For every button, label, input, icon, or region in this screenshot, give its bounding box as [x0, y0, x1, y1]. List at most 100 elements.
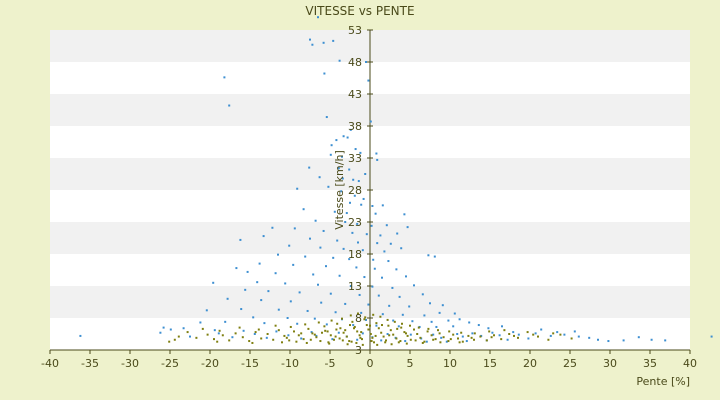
data-point [349, 314, 352, 317]
data-point [381, 204, 384, 207]
data-point [349, 324, 351, 327]
data-point [309, 38, 311, 41]
data-point [425, 340, 428, 343]
data-point [364, 173, 367, 175]
data-point [400, 247, 403, 250]
data-point [379, 315, 382, 318]
data-point [417, 326, 420, 329]
data-point [313, 333, 316, 336]
data-point [365, 61, 367, 63]
data-point [597, 338, 599, 341]
x-tick-label: 15 [483, 357, 497, 370]
data-point [537, 335, 539, 338]
data-point [491, 331, 494, 334]
series-1 [79, 16, 713, 343]
data-point [460, 331, 463, 334]
data-point [456, 333, 459, 335]
data-point [277, 308, 280, 311]
data-point [438, 332, 441, 335]
data-point [358, 293, 361, 296]
series-layer [79, 16, 713, 346]
x-tick-label: -10 [281, 357, 299, 370]
data-point [351, 320, 354, 323]
data-point [293, 330, 295, 333]
data-point [318, 176, 321, 179]
data-point [467, 334, 470, 337]
data-point [238, 326, 241, 329]
data-point [302, 208, 305, 211]
data-point [403, 213, 406, 216]
data-point [329, 153, 332, 156]
data-point [182, 327, 185, 330]
data-point [387, 324, 390, 327]
data-point [323, 325, 326, 328]
data-point [337, 167, 340, 170]
data-point [348, 258, 351, 261]
data-point [458, 318, 461, 321]
x-tick-label: -20 [201, 357, 219, 370]
data-point [324, 329, 327, 332]
data-point [430, 320, 433, 323]
data-point [206, 333, 209, 336]
data-point [359, 336, 362, 339]
data-point [326, 330, 329, 333]
data-point [221, 334, 224, 337]
data-point [213, 338, 215, 341]
data-point [350, 340, 353, 343]
x-tick-label: 0 [367, 357, 374, 370]
data-point [365, 324, 368, 327]
data-point [231, 336, 234, 339]
data-point [403, 331, 406, 334]
y-tick-label: 33 [348, 152, 362, 165]
data-point [260, 337, 263, 340]
data-point [392, 333, 395, 336]
data-point [304, 255, 307, 258]
data-point [195, 336, 198, 339]
data-point [349, 285, 352, 287]
data-point [381, 324, 383, 327]
data-point [390, 343, 393, 346]
data-point [384, 341, 387, 344]
data-point [361, 343, 364, 346]
data-point [517, 336, 519, 339]
data-point [376, 343, 379, 346]
data-point [248, 340, 251, 343]
data-point [352, 324, 355, 327]
data-point [434, 338, 437, 341]
data-point [337, 331, 340, 334]
data-point [465, 340, 468, 343]
x-tick-label: 25 [563, 357, 577, 370]
data-point [296, 187, 299, 190]
data-point [549, 334, 552, 337]
data-point [289, 325, 292, 328]
data-point [388, 304, 391, 307]
data-point [588, 336, 591, 339]
data-point [452, 333, 455, 336]
data-point [340, 190, 343, 193]
data-point [364, 316, 367, 319]
data-point [405, 332, 407, 335]
data-point [389, 329, 392, 332]
data-point [201, 327, 204, 330]
data-point [500, 338, 503, 341]
data-point [177, 335, 180, 338]
data-point [526, 331, 529, 334]
data-point [357, 241, 359, 244]
data-point [375, 322, 378, 325]
data-point [369, 120, 372, 123]
data-point [223, 76, 226, 79]
data-point [311, 332, 314, 335]
data-point [341, 155, 343, 158]
data-point [266, 333, 269, 335]
data-point [622, 339, 625, 342]
data-point [360, 311, 363, 314]
x-tick-label: 35 [643, 357, 657, 370]
data-point [430, 334, 433, 337]
data-point [408, 305, 411, 308]
data-point [356, 222, 359, 225]
data-point [334, 335, 337, 338]
data-point [391, 286, 394, 289]
data-point [309, 237, 311, 240]
data-point [442, 336, 445, 339]
data-point [426, 330, 429, 333]
